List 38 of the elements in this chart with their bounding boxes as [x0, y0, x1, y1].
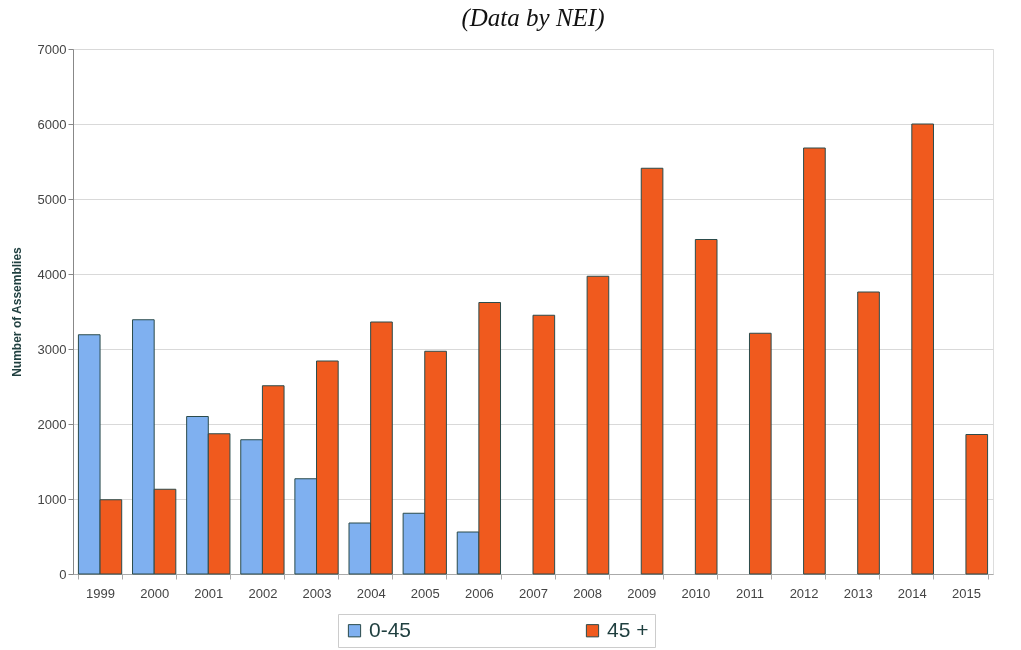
y-tick-label: 3000: [37, 341, 67, 357]
y-tick-label: 0: [59, 566, 67, 582]
bar: [748, 332, 772, 575]
x-tick-label: 2014: [897, 585, 927, 601]
x-tick-label: 2012: [789, 585, 819, 601]
y-tick-label: 1000: [37, 491, 67, 507]
y-tick-label: 5000: [37, 191, 67, 207]
x-tick-label: 2006: [464, 585, 494, 601]
bar: [911, 123, 934, 575]
y-tick-label: 2000: [37, 416, 67, 432]
x-tick-label: 2015: [951, 585, 981, 601]
bar: [640, 167, 664, 575]
y-tick-label: 4000: [37, 266, 67, 282]
y-tick-label: 6000: [37, 116, 67, 132]
legend-label: 0-45: [369, 617, 412, 641]
x-tick-label: 2010: [681, 585, 711, 601]
x-tick-label: 2003: [302, 585, 332, 601]
x-tick-label: 2005: [410, 585, 440, 601]
bar: [532, 314, 556, 575]
bar: [803, 147, 826, 575]
x-tick-label: 2000: [140, 585, 170, 601]
x-tick-label: 2007: [519, 585, 548, 601]
x-tick-label: 2001: [194, 585, 224, 601]
bar: [965, 434, 989, 575]
x-tick-label: 1999: [86, 585, 116, 601]
x-tick-label: 2011: [735, 585, 764, 601]
chart-title: (Data by NEI): [461, 4, 605, 32]
x-tick-label: 2002: [248, 585, 278, 601]
x-tick-label: 2008: [573, 585, 603, 601]
bar: [857, 291, 880, 575]
bar: [694, 239, 718, 575]
x-tick-label: 2009: [627, 585, 657, 601]
y-tick-label: 7000: [37, 41, 67, 57]
x-tick-label: 2013: [843, 585, 873, 601]
legend-label: 45 +: [607, 617, 649, 641]
y-axis-title: Number of Assemblies: [9, 246, 24, 377]
bar: [586, 275, 610, 575]
x-tick-label: 2004: [356, 585, 386, 601]
